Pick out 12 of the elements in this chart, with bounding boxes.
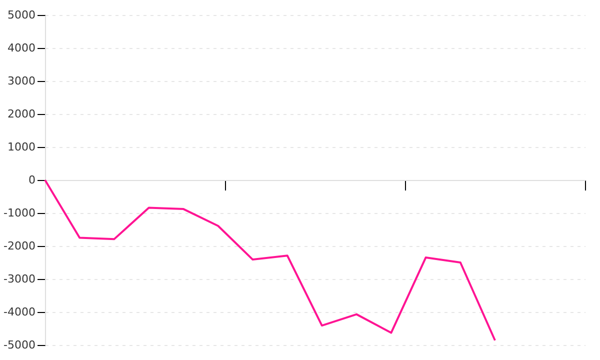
y-tick-label: -2000 [4,240,36,252]
y-tick-label: 4000 [8,42,36,54]
y-tick-label: -1000 [4,206,36,220]
y-tick-label: -3000 [4,272,36,286]
y-tick-label: 2000 [8,108,36,120]
y-tick-label: 1000 [8,140,36,154]
line-series [44,179,496,342]
y-tick-label: -5000 [4,338,36,352]
y-tick-label: -4000 [4,306,36,318]
y-tick-label: 0 [28,174,36,186]
y-tick-label: 3000 [8,74,36,88]
y-tick-label: 5000 [8,8,36,22]
